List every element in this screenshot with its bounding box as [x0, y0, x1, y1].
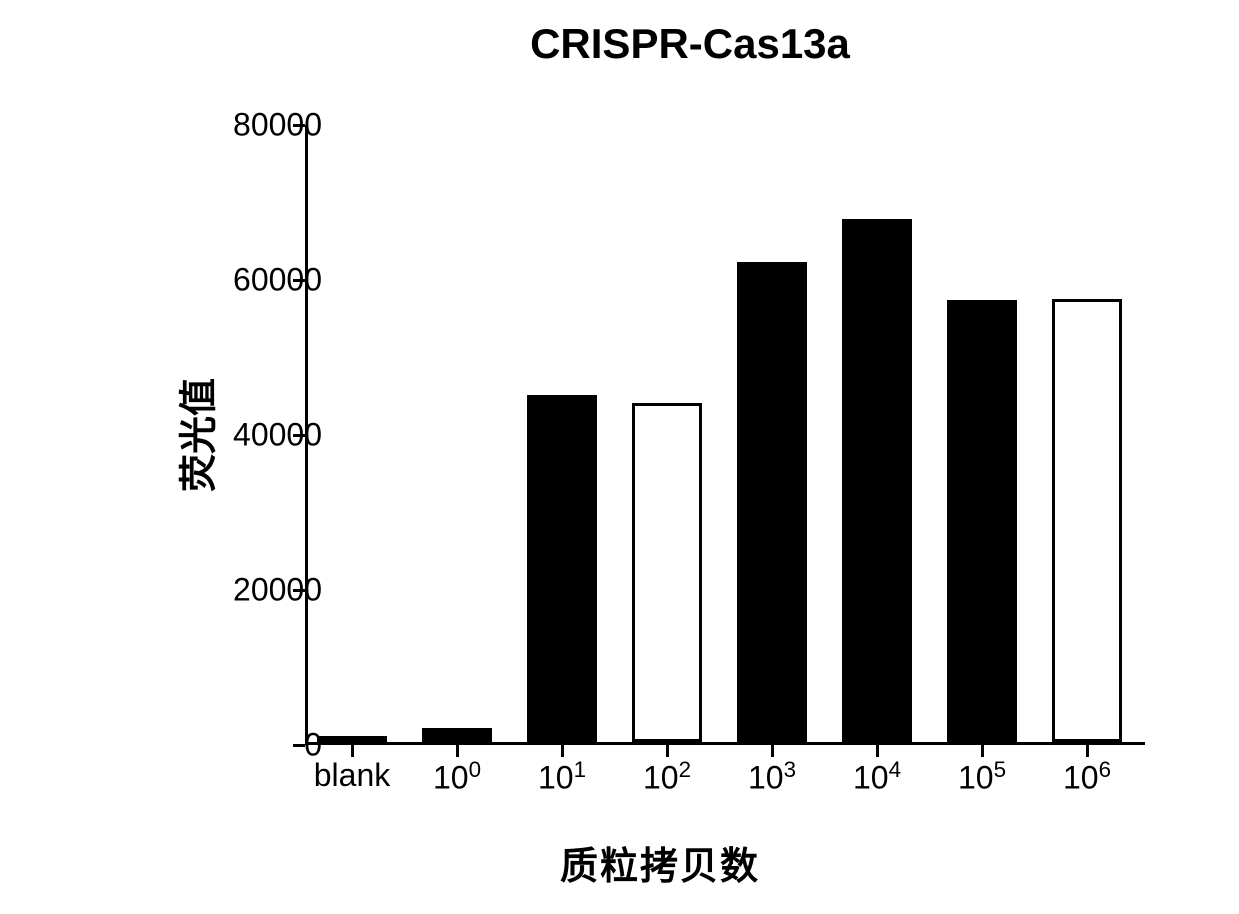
- x-tick-label: 106: [1063, 757, 1111, 797]
- bar: [527, 395, 597, 742]
- x-tick: [771, 745, 774, 757]
- x-axis-label: 质粒拷贝数: [560, 835, 760, 890]
- x-tick-label: 101: [538, 757, 586, 797]
- x-tick: [1086, 745, 1089, 757]
- bar: [1052, 299, 1122, 742]
- bar: [632, 403, 702, 742]
- y-tick-label: 20000: [233, 572, 322, 609]
- x-tick: [561, 745, 564, 757]
- y-tick-label: 0: [304, 727, 322, 764]
- y-tick-label: 80000: [233, 107, 322, 144]
- bar: [947, 300, 1017, 742]
- y-tick-label: 40000: [233, 417, 322, 454]
- plot-area: blank100101102103104105106: [305, 125, 1145, 745]
- x-tick: [351, 745, 354, 757]
- x-tick-label: 103: [748, 757, 796, 797]
- chart-container: CRISPR-Cas13a 荧光值 质粒拷贝数 blank10010110210…: [100, 20, 1180, 900]
- bar: [737, 262, 807, 742]
- y-tick: [293, 744, 305, 747]
- x-tick-label: 102: [643, 757, 691, 797]
- x-tick-label: 100: [433, 757, 481, 797]
- bar: [422, 728, 492, 742]
- bar: [842, 219, 912, 742]
- x-tick-label: blank: [314, 757, 391, 794]
- bar: [317, 736, 387, 742]
- chart-title: CRISPR-Cas13a: [100, 20, 1180, 68]
- x-tick: [876, 745, 879, 757]
- x-tick: [456, 745, 459, 757]
- x-axis-line: [305, 742, 1145, 745]
- x-tick: [666, 745, 669, 757]
- y-tick-label: 60000: [233, 262, 322, 299]
- x-tick-label: 105: [958, 757, 1006, 797]
- x-tick-label: 104: [853, 757, 901, 797]
- x-tick: [981, 745, 984, 757]
- y-axis-label: 荧光值: [168, 378, 223, 492]
